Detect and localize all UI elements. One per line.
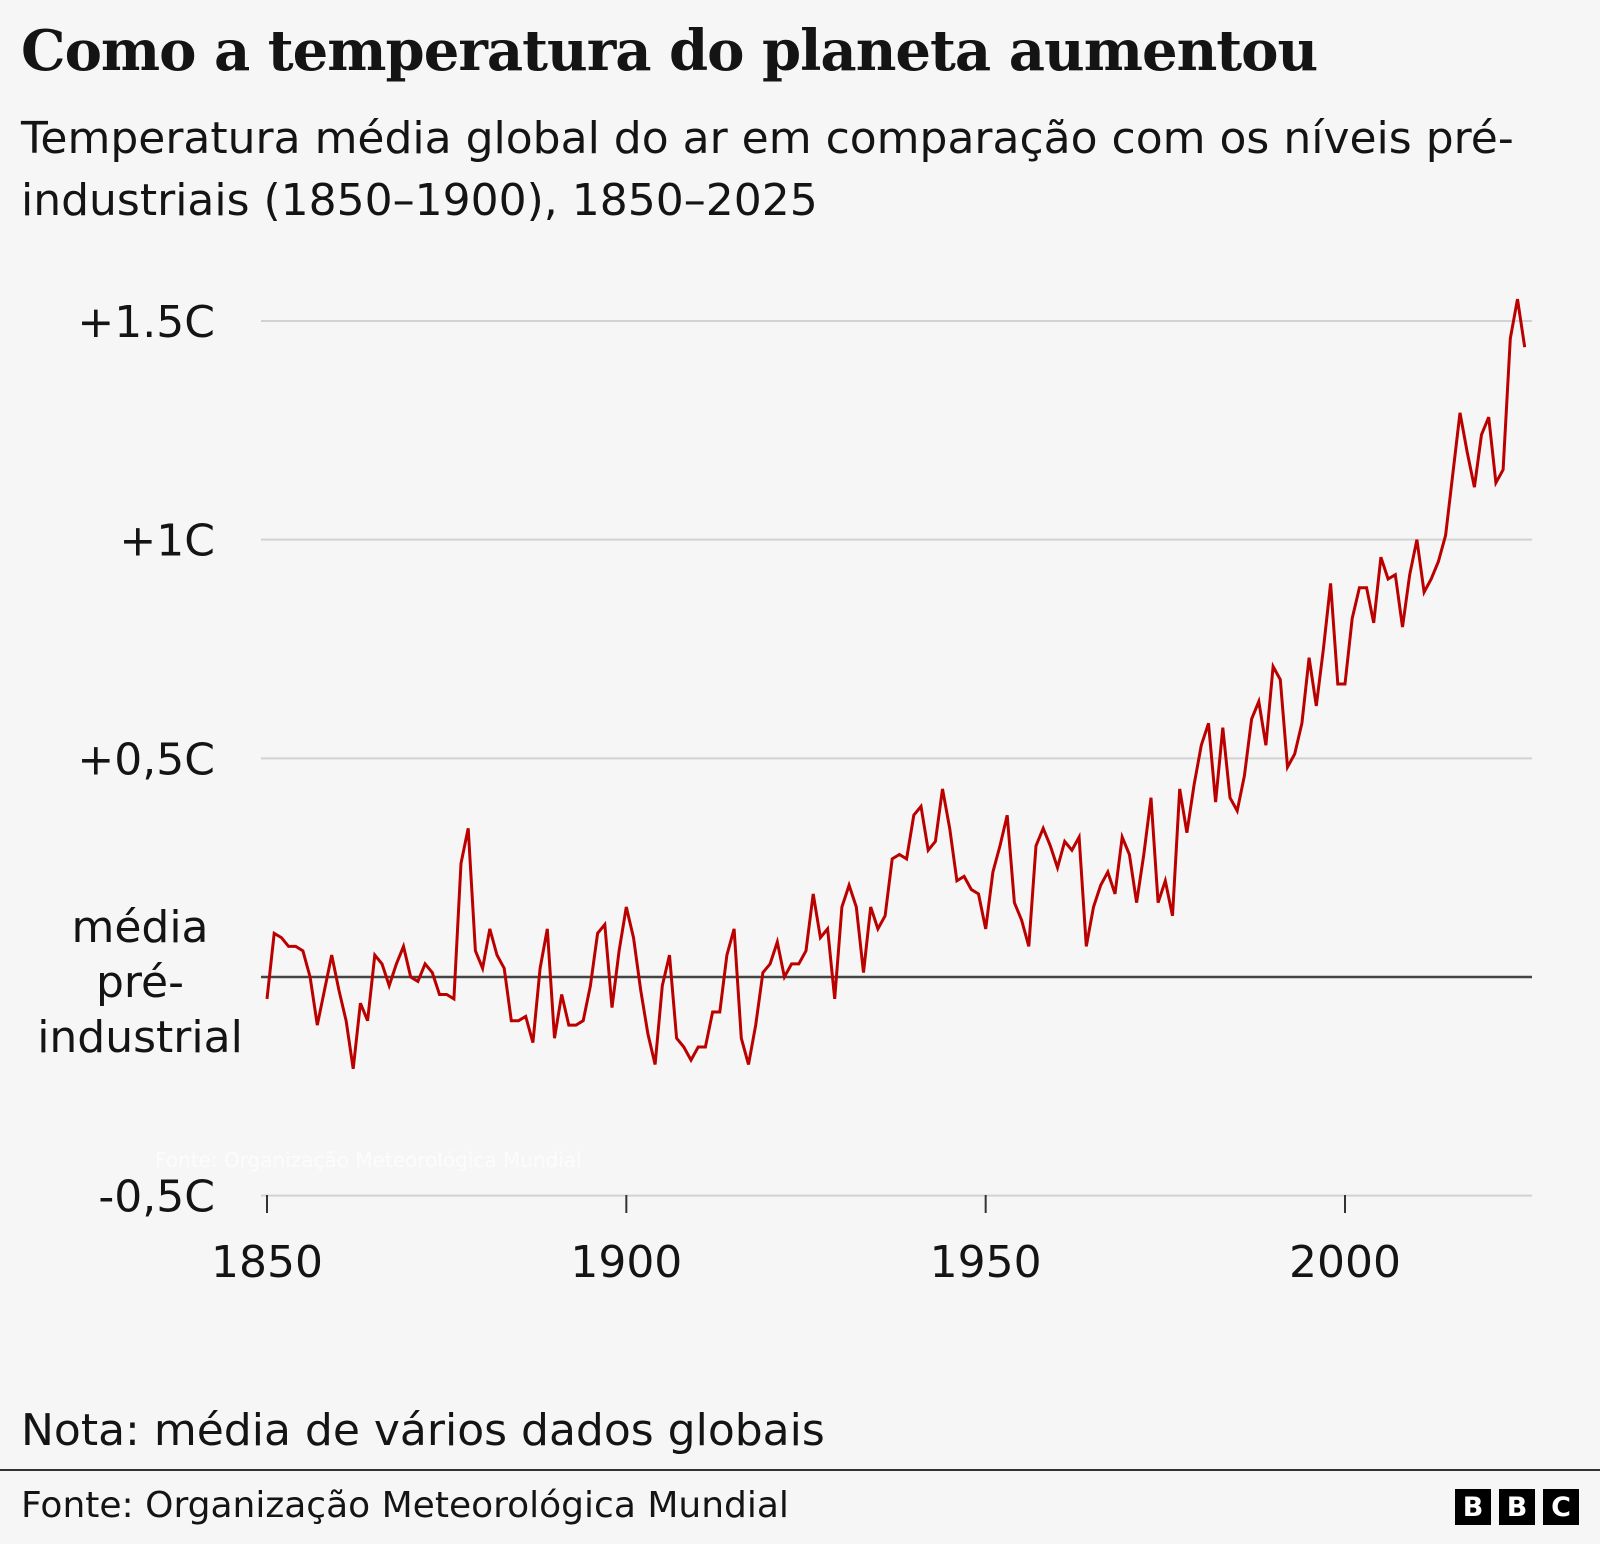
faint-source-watermark: Fonte: Organização Meteorológica Mundial: [155, 1148, 582, 1172]
bbc-logo-block: B: [1499, 1489, 1535, 1525]
y-tick-label: +1.5C: [77, 297, 215, 348]
source-text: Fonte: Organização Meteorológica Mundial: [21, 1485, 789, 1526]
temperature-line: [265, 298, 1527, 1070]
y-tick-label: -0,5C: [98, 1172, 215, 1223]
x-tick-label: 1950: [930, 1237, 1042, 1288]
chart-note: Nota: média de vários dados globais: [21, 1405, 825, 1456]
y-tick-label: +0,5C: [77, 734, 215, 785]
chart-subtitle: Temperatura média global do ar em compar…: [21, 113, 1514, 226]
bbc-logo: B B C: [1455, 1489, 1579, 1525]
y-tick-label: média: [71, 902, 208, 953]
y-tick-label: pré-: [96, 957, 184, 1008]
x-tick-label: 1900: [570, 1237, 682, 1288]
bbc-logo-block: B: [1455, 1489, 1491, 1525]
x-tick-label: 1850: [211, 1237, 323, 1288]
y-tick-label: industrial: [37, 1012, 243, 1063]
y-tick-label: +1C: [119, 516, 215, 567]
bbc-logo-block: C: [1543, 1489, 1579, 1525]
footer-divider: [0, 1469, 1600, 1471]
x-tick-label: 2000: [1289, 1237, 1401, 1288]
chart-title: Como a temperatura do planeta aumentou: [21, 18, 1318, 84]
